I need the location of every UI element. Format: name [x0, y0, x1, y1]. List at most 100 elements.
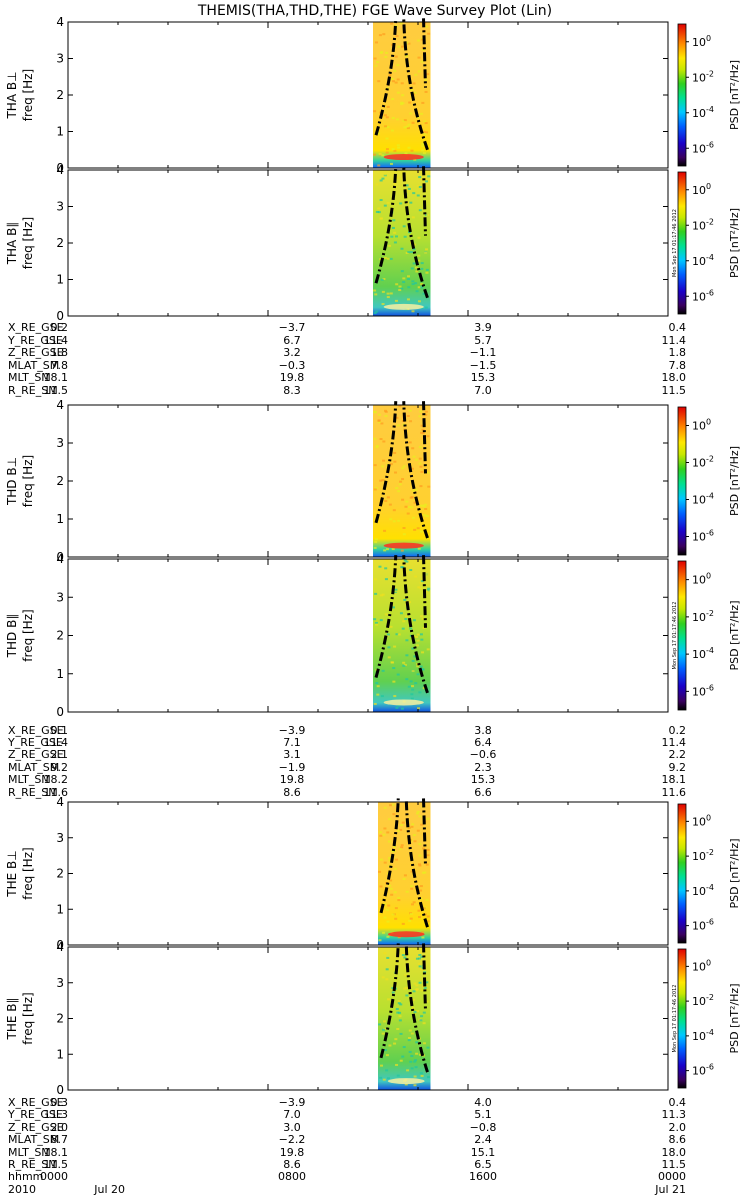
ephemeris-value: 8.6 — [669, 1133, 687, 1146]
ytick-label: 1 — [56, 512, 64, 526]
ephemeris-value: 0.4 — [669, 321, 687, 334]
gyrofrequency-curve — [422, 943, 427, 1012]
ephemeris-value: 7.0 — [283, 1108, 301, 1121]
time-row-label: hhmm — [8, 1170, 43, 1183]
gyrofrequency-curve — [404, 798, 429, 928]
colorbar-tick: 100 — [692, 572, 711, 587]
time-axis-labels: hhmm 2010 0000 0800 1600 0000 Jul 20 Jul… — [8, 1170, 686, 1196]
spectrogram-panel-thd-perp: 0 1 2 3 4 THD B⊥ freq [Hz] 100 10-2 10-4 10-6 PSD [… — [5, 398, 741, 564]
ytick-label: 4 — [56, 398, 64, 412]
ylabel-unit: freq [Hz] — [21, 609, 35, 661]
panel-label: THA B∥ — [5, 222, 19, 266]
ephemeris-value: −3.7 — [279, 321, 306, 334]
colorbar: 100 10-2 10-4 10-6 PSD [nT²/Hz] — [677, 406, 741, 556]
colorbar-tick: 10-4 — [692, 492, 714, 507]
ephemeris-value: 0.4 — [669, 1096, 687, 1109]
ephemeris-value: 3.0 — [283, 1121, 301, 1134]
ephemeris-value: 18.0 — [662, 371, 687, 384]
ephemeris-row-label: R_RE_SM — [8, 1158, 58, 1171]
ytick-label: 4 — [56, 15, 64, 29]
ephemeris-row-label: MLT_SM — [8, 1146, 51, 1159]
ytick-label: 0 — [56, 1083, 64, 1097]
panel-frame — [67, 169, 669, 317]
panel-label: THD B∥ — [5, 614, 19, 659]
ephemeris-row-label: Z_RE_GSE — [8, 346, 64, 359]
ephemeris-value: 11.6 — [662, 786, 687, 799]
spectrogram-panel-the-par: 0 1 2 3 4 THE B∥ freq [Hz] 100 10-2 10-4 10-6 PSD [… — [5, 940, 741, 1097]
gyrofrequency-curve — [379, 943, 400, 1059]
time-tick-1: 0800 — [278, 1170, 306, 1183]
ephemeris-row-label: MLAT_SM — [8, 1133, 59, 1146]
ytick-label: 2 — [56, 867, 64, 881]
panel-label: THE B∥ — [5, 998, 19, 1041]
colorbar-label: PSD [nT²/Hz] — [728, 983, 741, 1053]
colorbar: 100 10-2 10-4 10-6 PSD [nT²/Hz] — [677, 23, 741, 167]
colorbar-tick: 100 — [692, 34, 711, 49]
ephemeris-value: 7.0 — [474, 384, 492, 397]
ephemeris-value: 11.3 — [44, 1108, 69, 1121]
ylabel-unit: freq [Hz] — [21, 992, 35, 1044]
ephemeris-value: 6.5 — [474, 1158, 492, 1171]
time-tick-0: 0000 — [40, 1170, 68, 1183]
colorbar-tick: 10-2 — [692, 69, 714, 84]
colorbar-label: PSD [nT²/Hz] — [728, 600, 741, 670]
colorbar-tick: 10-6 — [692, 1063, 714, 1078]
spectrogram-panel-tha-perp: 0 1 2 3 4 THA B⊥ freq [Hz] 100 10-2 10-4 10-6 PSD [… — [5, 15, 741, 175]
ephemeris-row-label: R_RE_SM — [8, 384, 58, 397]
ephemeris-value: −3.9 — [279, 724, 306, 737]
ylabel-unit: freq [Hz] — [21, 847, 35, 899]
colorbar-tick: 100 — [692, 182, 711, 197]
ephemeris-value: 19.8 — [280, 1146, 305, 1159]
colorbar-tick: 10-2 — [692, 609, 714, 624]
colorbar-tick: 10-2 — [692, 993, 714, 1008]
ephemeris-row-label: R_RE_SM — [8, 786, 58, 799]
chart-title: THEMIS(THA,THD,THE) FGE Wave Survey Plot… — [197, 3, 552, 19]
ephemeris-value: 11.5 — [662, 384, 687, 397]
colorbar-tick: 10-2 — [692, 217, 714, 232]
panel-frame — [67, 801, 669, 946]
colorbar-tick: 10-4 — [692, 1028, 714, 1043]
colorbar-tick: 100 — [692, 813, 711, 828]
ephemeris-value: 7.1 — [283, 736, 301, 749]
colorbar-label: PSD [nT²/Hz] — [728, 60, 741, 130]
ephemeris-value: −3.9 — [279, 1096, 306, 1109]
spectrogram-block — [378, 947, 431, 1090]
panel-frame — [67, 946, 669, 1091]
ytick-label: 3 — [56, 436, 64, 450]
ytick-label: 2 — [56, 236, 64, 250]
ytick-label: 0 — [56, 309, 64, 323]
ephemeris-value: 7.8 — [51, 359, 69, 372]
ephemeris-value: 2.0 — [51, 1121, 69, 1134]
ephemeris-value: 0.3 — [51, 1096, 69, 1109]
ytick-label: 2 — [56, 629, 64, 643]
gyrofrequency-curve — [374, 166, 398, 284]
ephemeris-value: 0.1 — [51, 724, 69, 737]
panel-label: THD B⊥ — [5, 457, 19, 506]
colorbar-label: PSD [nT²/Hz] — [728, 838, 741, 908]
ephemeris-row-label: MLT_SM — [8, 773, 51, 786]
spectrogram-texture — [373, 405, 431, 552]
low-frequency-band — [383, 542, 424, 549]
ephemeris-value: 2.4 — [474, 1133, 492, 1146]
ephemeris-value: 0.2 — [669, 724, 687, 737]
ephemeris-value: 11.3 — [662, 1108, 687, 1121]
ephemeris-value: −2.2 — [279, 1133, 306, 1146]
ephemeris-value: 6.7 — [283, 334, 301, 347]
timestamp-stamp: Mon Sep 17 01:17:46 2012 — [672, 985, 678, 1053]
gyrofrequency-curve — [402, 401, 429, 539]
ephemeris-value: 11.4 — [662, 334, 687, 347]
ephemeris-row-label: Y_RE_GSE — [7, 736, 63, 749]
colorbar: 100 10-2 10-4 10-6 PSD [nT²/Hz] Mon Sep 17 01… — [672, 948, 741, 1089]
spectrogram-block — [373, 559, 431, 712]
ephemeris-value: 8.7 — [51, 1133, 69, 1146]
ephemeris-row-label: MLT_SM — [8, 371, 51, 384]
ephemeris-value: 11.4 — [662, 736, 687, 749]
ytick-label: 0 — [56, 705, 64, 719]
colorbar: 100 10-2 10-4 10-6 PSD [nT²/Hz] Mon Sep 17 01… — [672, 171, 741, 315]
gyrofrequency-curve — [422, 18, 427, 88]
ephemeris-value: 19.8 — [280, 773, 305, 786]
